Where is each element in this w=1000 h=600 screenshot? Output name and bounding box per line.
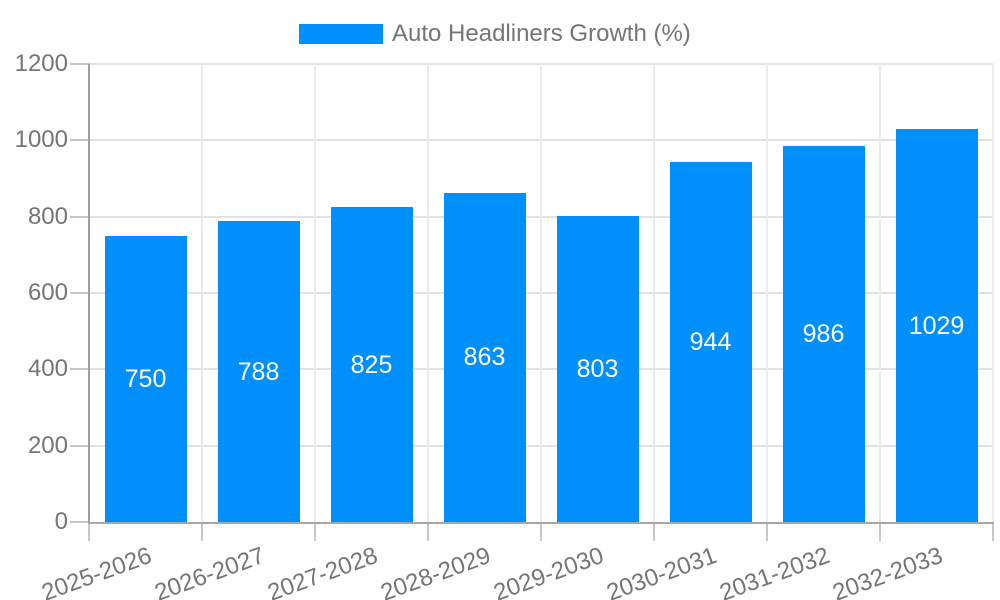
gridline-vertical	[766, 64, 768, 522]
bar-value-label: 788	[237, 357, 280, 386]
y-axis-tick	[70, 368, 89, 370]
x-axis-tick	[766, 522, 768, 541]
gridline-vertical	[879, 64, 881, 522]
gridline-vertical	[314, 64, 316, 522]
bar-value-label: 825	[350, 350, 393, 379]
y-axis-tick-label: 1200	[14, 50, 68, 77]
x-axis-tick	[201, 522, 203, 541]
x-axis-tick	[314, 522, 316, 541]
y-axis-tick	[70, 216, 89, 218]
bar-value-label: 863	[463, 343, 506, 372]
y-axis-tick	[70, 63, 89, 65]
y-axis-tick	[70, 139, 89, 141]
bar-2030-2031[interactable]	[669, 161, 752, 522]
y-axis-tick-label: 0	[54, 508, 68, 535]
bar-value-label: 944	[689, 327, 732, 356]
y-axis-tick-label: 1000	[14, 126, 68, 153]
legend-swatch	[299, 24, 383, 44]
gridline-vertical	[427, 64, 429, 522]
bar-value-label: 986	[802, 319, 845, 348]
y-axis-tick-label: 200	[27, 432, 68, 459]
gridline-vertical	[201, 64, 203, 522]
y-axis-tick	[70, 521, 89, 523]
legend-label: Auto Headliners Growth (%)	[392, 20, 691, 47]
y-axis-tick	[70, 292, 89, 294]
x-axis-tick	[992, 522, 994, 541]
legend-item[interactable]: Auto Headliners Growth (%)	[299, 20, 691, 48]
bar-2027-2028[interactable]	[330, 207, 413, 522]
gridline-vertical	[653, 64, 655, 522]
bar-2026-2027[interactable]	[217, 221, 300, 522]
x-axis-tick	[427, 522, 429, 541]
bar-value-label: 803	[576, 354, 619, 383]
bar-2028-2029[interactable]	[443, 192, 526, 522]
x-axis-tick	[879, 522, 881, 541]
bar-value-label: 1029	[908, 311, 965, 340]
x-axis-tick	[88, 522, 90, 541]
y-axis-tick-label: 400	[27, 355, 68, 382]
x-axis-line	[88, 522, 994, 524]
bar-2031-2032[interactable]	[782, 145, 865, 522]
x-axis-tick	[540, 522, 542, 541]
gridline-vertical	[992, 64, 994, 522]
x-axis-tick	[653, 522, 655, 541]
y-axis-tick-label: 600	[27, 279, 68, 306]
bar-2025-2026[interactable]	[104, 235, 187, 522]
bar-2032-2033[interactable]	[895, 129, 978, 522]
y-axis-tick-label: 800	[27, 203, 68, 230]
gridline-vertical	[540, 64, 542, 522]
y-axis-line	[88, 64, 90, 522]
bar-2029-2030[interactable]	[556, 215, 639, 522]
y-axis-tick	[70, 445, 89, 447]
bar-value-label: 750	[124, 364, 167, 393]
